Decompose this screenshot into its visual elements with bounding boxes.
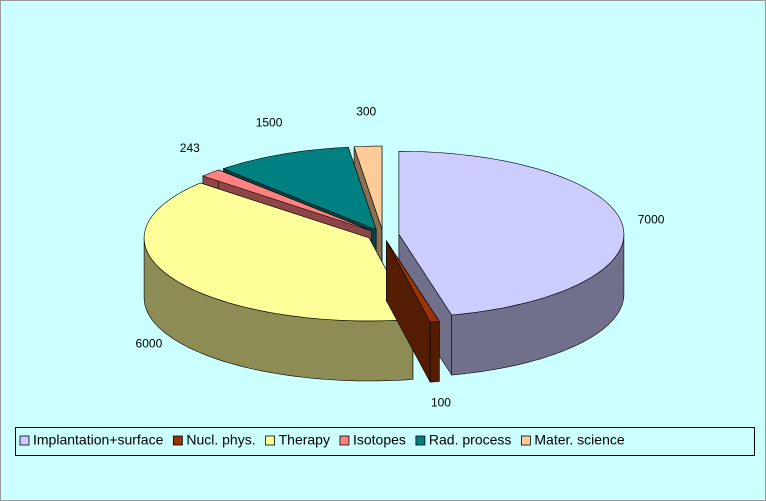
- data-label: 300: [356, 104, 376, 118]
- legend-swatch: [19, 435, 30, 446]
- legend-label: Implantation+surface: [33, 432, 164, 448]
- legend-swatch: [339, 435, 350, 446]
- slice: [143, 182, 414, 382]
- slice: [386, 239, 440, 383]
- slice-top: [143, 182, 414, 322]
- legend-swatch: [415, 435, 426, 446]
- legend-box: [15, 427, 755, 456]
- legend-swatch: [172, 435, 183, 446]
- slice-side: [429, 321, 440, 383]
- legend-label: Rad. process: [429, 432, 511, 448]
- legend-label: Isotopes: [353, 432, 406, 448]
- data-label: 1500: [256, 116, 283, 130]
- slice-top: [222, 146, 377, 231]
- data-label: 243: [180, 141, 200, 155]
- data-label: 7000: [638, 213, 665, 227]
- legend-label: Nucl. phys.: [186, 432, 255, 448]
- legend-swatch: [265, 435, 276, 446]
- slice-top: [353, 145, 383, 230]
- legend-swatch: [520, 435, 531, 446]
- slice-top: [398, 150, 625, 316]
- slice-top: [202, 169, 372, 232]
- legend-label: Therapy: [279, 432, 330, 448]
- slice-top: [386, 240, 440, 323]
- legend-label: Mater. science: [534, 432, 624, 448]
- data-label: 100: [431, 395, 451, 409]
- data-label: 6000: [136, 336, 163, 350]
